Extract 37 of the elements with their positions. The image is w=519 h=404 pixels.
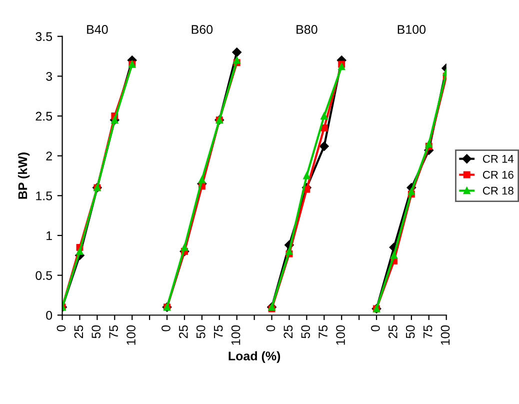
x-tick-label: 0: [56, 325, 66, 332]
y-tick-label: 3.5: [36, 32, 52, 42]
x-tick-label: 100: [440, 325, 450, 345]
x-tick-label: 25: [388, 325, 398, 338]
x-tick-label: 75: [318, 325, 328, 338]
x-tick-label: 50: [92, 325, 101, 338]
x-tick-label: 50: [406, 325, 415, 338]
x-tick-label: 0: [371, 325, 380, 332]
x-tick-label: 25: [74, 325, 84, 338]
x-tick-label: 100: [336, 325, 345, 345]
x-tick-label: 75: [109, 325, 118, 338]
text: B40: [87, 25, 108, 34]
x-tick-label: 100: [231, 325, 240, 345]
legend-label: CR 16: [482, 170, 514, 179]
legend-label: CR 18: [482, 186, 514, 195]
x-axis-title: Load (%): [228, 351, 280, 363]
x-tick-label: 50: [301, 325, 310, 338]
y-tick-label: 0: [46, 310, 52, 320]
y-axis-title: BP (kW): [18, 152, 30, 199]
y-tick-label: 1.5: [36, 192, 52, 200]
y-tick-label: 2.5: [36, 112, 52, 121]
x-tick-label: 75: [424, 325, 432, 338]
x-tick-label: 25: [284, 325, 293, 338]
y-tick-label: 0.5: [36, 271, 52, 280]
x-tick-label: 25: [178, 325, 188, 338]
y-tick-label: 1: [46, 231, 52, 240]
legend-label: CR 14: [482, 154, 514, 163]
x-tick-label: 0: [266, 325, 276, 332]
x-tick-label: 50: [196, 325, 206, 338]
y-tick-label: 3: [46, 72, 52, 81]
x-tick-label: 75: [214, 325, 223, 338]
x-tick-label: 0: [162, 325, 170, 332]
x-tick-label: 100: [126, 325, 136, 345]
text: B100: [398, 25, 426, 34]
text: B60: [192, 25, 213, 34]
text: B80: [296, 25, 318, 34]
y-tick-label: 2: [46, 152, 52, 160]
